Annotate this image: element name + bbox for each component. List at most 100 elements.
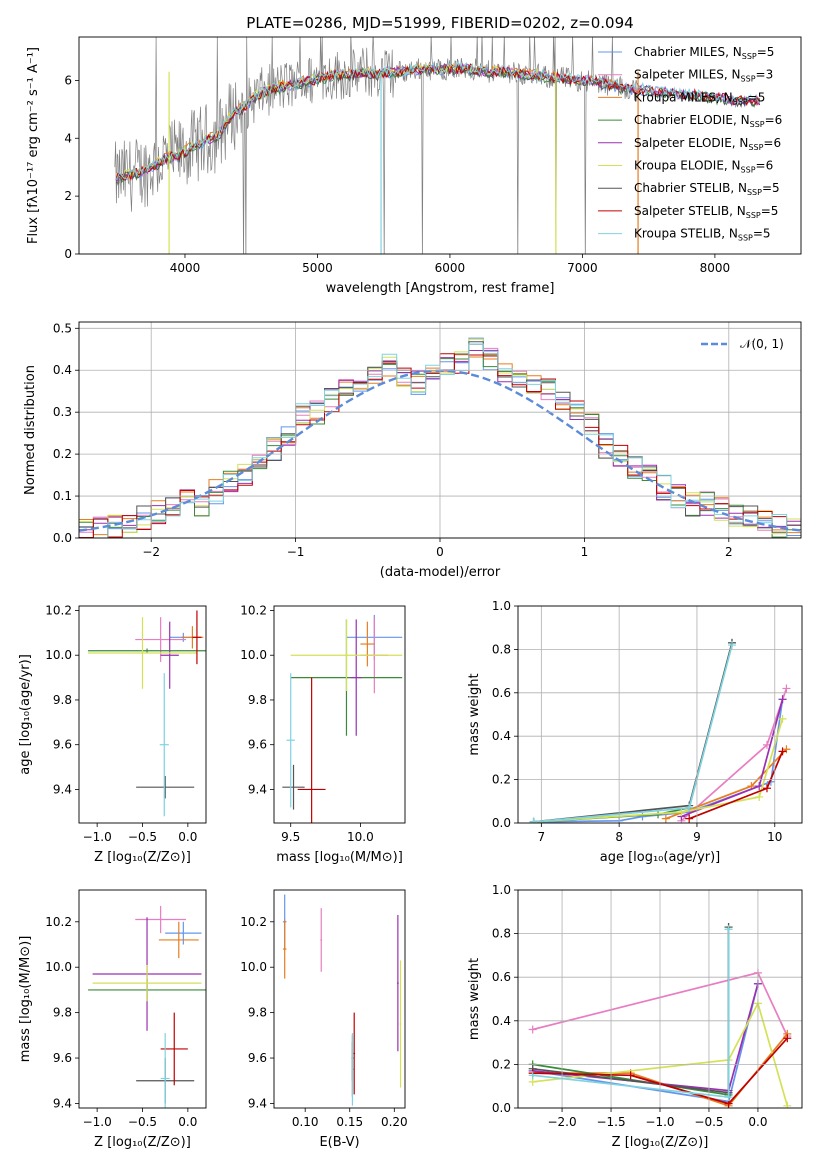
mass-weight-age-line-5 <box>533 718 784 823</box>
legend-entry: Kroupa STELIB, NSSP=5 <box>634 227 771 243</box>
mass-vs-EBV-xlabel: E(B-V) <box>319 1135 359 1150</box>
mass-vs-EBV-ytick-label: 9.8 <box>248 1006 267 1020</box>
mass-weight-vs-Z-ytick-label: 0.6 <box>492 970 511 984</box>
age-vs-Z-ytick-label: 9.6 <box>53 738 72 752</box>
mass-vs-Z-ytick-label: 9.4 <box>53 1096 72 1110</box>
age-vs-mass-frame <box>273 605 406 824</box>
mass-vs-Z-ytick-label: 9.6 <box>53 1051 72 1065</box>
mass-vs-Z-ytick-label: 10.2 <box>45 915 72 929</box>
mass-weight-age-marker <box>778 695 787 704</box>
mass-weight-age-marker <box>677 808 686 817</box>
mass-weight-vs-age-ytick-label: 1.0 <box>492 599 511 613</box>
mass-weight-vs-Z-ytick-label: 1.0 <box>492 883 511 897</box>
mass-vs-Z-xtick-label: −0.5 <box>128 1115 157 1129</box>
residuals-ytick-label: 0.5 <box>53 321 72 335</box>
mass-vs-EBV-axes: 0.10 0.15 0.20 9.4 9.6 9.8 10.0 10.2 E(B-V) <box>240 889 408 1150</box>
mass-weight-vs-Z-ytick-label: 0.4 <box>492 1014 511 1028</box>
age-vs-Z-frame <box>78 605 207 824</box>
legend-entry: Chabrier STELIB, NSSP=5 <box>634 181 780 197</box>
residuals-xlabel: (data-model)/error <box>380 565 501 580</box>
spectrum-frame <box>78 36 802 255</box>
spectrum-ytick-label: 6 <box>64 73 72 87</box>
mass-vs-EBV-xtick-label: 0.15 <box>336 1115 363 1129</box>
legend-entry: Salpeter MILES, NSSP=3 <box>634 68 773 84</box>
mass-weight-vs-age-ytick-label: 0.0 <box>492 816 511 830</box>
age-vs-Z-ylabel: age [log₁₀(age/yr)] <box>18 654 33 775</box>
age-vs-Z-ytick-label: 9.8 <box>53 693 72 707</box>
mass-weight-Z-marker <box>783 1034 792 1043</box>
mass-weight-vs-Z-axes: −2.0 −1.5 −1.0 −0.5 0.0 0.0 0.2 0.4 0.6 0.8 1.0 Z [… <box>467 883 803 1150</box>
mass-vs-EBV-xtick-label: 0.20 <box>381 1115 408 1129</box>
legend-entry: Salpeter ELODIE, NSSP=6 <box>634 136 781 152</box>
residuals-ytick-label: 0.2 <box>53 447 72 461</box>
mass-weight-vs-age-xlabel: age [log₁₀(age/yr)] <box>600 850 721 865</box>
plots-layer: 4000 5000 6000 7000 8000 0 2 4 6 wavelength [Angs… <box>18 36 803 1150</box>
residuals-xtick-label: 0 <box>436 545 444 559</box>
legend-entry: Kroupa ELODIE, NSSP=6 <box>634 159 773 175</box>
mass-weight-age-marker <box>661 814 670 823</box>
mass-weight-age-marker <box>638 812 647 821</box>
mass-vs-Z-frame <box>78 889 207 1109</box>
mass-vs-EBV-ytick-label: 10.0 <box>240 960 267 974</box>
residuals-ytick-label: 0.4 <box>53 363 72 377</box>
mass-weight-age-marker <box>685 803 694 812</box>
mass-vs-Z-xtick-label: −1.0 <box>83 1115 112 1129</box>
residuals-frame <box>78 321 802 539</box>
figure-title: PLATE=0286, MJD=51999, FIBERID=0202, z=0… <box>246 14 633 32</box>
spectrum-xtick-label: 8000 <box>700 261 731 275</box>
residuals-xtick-label: −2 <box>142 545 160 559</box>
legend-entry: Chabrier MILES, NSSP=5 <box>634 45 774 61</box>
mass-weight-vs-Z-xlabel: Z [log₁₀(Z/Z⊙)] <box>612 1135 709 1150</box>
mass-weight-Z-marker <box>626 1071 635 1080</box>
residuals-xtick-label: 1 <box>581 545 589 559</box>
mass-weight-age-marker <box>778 747 787 756</box>
residuals-ytick-label: 0.1 <box>53 489 72 503</box>
mass-weight-vs-Z-xtick-label: 0.0 <box>748 1115 767 1129</box>
spectrum-xtick-label: 4000 <box>170 261 201 275</box>
mass-weight-vs-Z-frame <box>517 889 803 1109</box>
residuals-xtick-label: −1 <box>287 545 305 559</box>
age-vs-Z-ytick-label: 10.0 <box>45 648 72 662</box>
mass-vs-Z-plot-area <box>88 905 206 1108</box>
mass-vs-Z-axes: −1.0 −0.5 0.0 9.4 9.6 9.8 10.0 10.2 Z [log₁₀(Z/Z… <box>18 889 207 1150</box>
mass-vs-EBV-xtick-label: 0.10 <box>292 1115 319 1129</box>
mass-weight-vs-age-xtick-label: 9 <box>693 830 701 844</box>
mass-vs-Z-ytick-label: 10.0 <box>45 960 72 974</box>
mass-weight-vs-Z-xtick-label: −1.0 <box>645 1115 674 1129</box>
mass-weight-age-marker <box>782 684 791 693</box>
age-vs-Z-xtick-label: 0.0 <box>178 830 197 844</box>
normal-legend-label: 𝒩(0, 1) <box>740 337 784 351</box>
spectrum-ytick-label: 4 <box>64 131 72 145</box>
mass-weight-Z-marker <box>724 1093 733 1102</box>
mass-weight-vs-Z-ytick-label: 0.2 <box>492 1057 511 1071</box>
age-vs-Z-xlabel: Z [log₁₀(Z/Z⊙)] <box>94 850 191 865</box>
age-vs-mass-xtick-label: 10.0 <box>347 830 374 844</box>
mass-weight-Z-marker <box>724 925 733 934</box>
mass-weight-vs-age-ylabel: mass weight <box>467 673 482 755</box>
mass-weight-vs-age-xtick-label: 8 <box>615 830 623 844</box>
age-vs-Z-plot-area <box>88 610 206 817</box>
age-vs-mass-ytick-label: 10.0 <box>240 648 267 662</box>
age-vs-Z-ytick-label: 9.4 <box>53 782 72 796</box>
age-vs-mass-ytick-label: 9.6 <box>248 738 267 752</box>
mass-weight-vs-age-ytick-label: 0.4 <box>492 729 511 743</box>
mass-vs-Z-ylabel: mass [log₁₀(M/M⊙)] <box>18 936 33 1063</box>
spectrum-ylabel: Flux [fλ10⁻¹⁷ erg cm⁻² s⁻¹ A⁻¹] <box>26 47 41 244</box>
age-vs-mass-plot-area <box>282 614 403 823</box>
mass-vs-EBV-plot-area <box>282 894 402 1106</box>
mass-weight-age-line-6 <box>533 642 733 823</box>
legend-entry: Kroupa MILES, NSSP=5 <box>634 90 765 106</box>
spectrum-ytick-label: 0 <box>64 247 72 261</box>
mass-weight-age-line-8 <box>533 644 733 823</box>
spectrum-axes: 4000 5000 6000 7000 8000 0 2 4 6 wavelength [Angs… <box>26 36 802 296</box>
mass-weight-vs-age-ytick-label: 0.6 <box>492 686 511 700</box>
residuals-ylabel: Normed distribution <box>23 365 38 495</box>
mass-weight-Z-marker <box>528 1071 537 1080</box>
mass-weight-age-marker <box>755 792 764 801</box>
mass-weight-vs-Z-xtick-label: −0.5 <box>694 1115 723 1129</box>
age-vs-mass-xlabel: mass [log₁₀(M/M⊙)] <box>276 850 403 865</box>
legend-entry: Salpeter STELIB, NSSP=5 <box>634 204 778 220</box>
spectrum-ytick-label: 2 <box>64 189 72 203</box>
residuals-ytick-label: 0.0 <box>53 531 72 545</box>
mass-weight-vs-age-frame <box>517 605 803 824</box>
